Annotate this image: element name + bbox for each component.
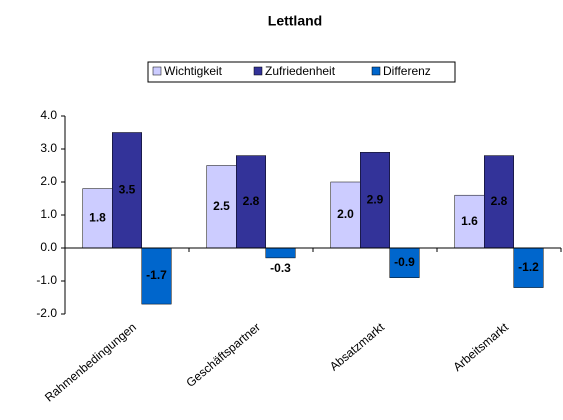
y-tick-label: 0.0: [40, 240, 57, 254]
y-tick-label: 4.0: [40, 108, 57, 122]
legend-swatch: [152, 66, 162, 76]
data-label: 3.5: [119, 182, 136, 196]
data-label: 2.0: [337, 207, 354, 221]
legend-swatch: [253, 66, 263, 76]
bar: [513, 247, 544, 288]
bar: [484, 155, 514, 249]
bar: [112, 132, 142, 249]
y-tick-label: -1.0: [36, 273, 57, 287]
bar: [360, 152, 390, 249]
data-label: -1.2: [518, 260, 539, 274]
bar: [82, 188, 113, 249]
legend-label: Wichtigkeit: [164, 64, 223, 78]
data-label: -0.3: [270, 261, 291, 275]
bar: [141, 247, 172, 305]
legend-swatch: [371, 66, 381, 76]
data-label: 2.8: [243, 194, 260, 208]
data-label: 2.9: [367, 192, 384, 206]
x-tick-label: Absatzmarkt: [327, 320, 388, 374]
data-label: -0.9: [394, 255, 415, 269]
x-tick-label: Rahmenbedingungen: [42, 320, 139, 404]
y-tick-label: 3.0: [40, 141, 57, 155]
data-label: 2.8: [491, 194, 508, 208]
data-label: 2.5: [213, 199, 230, 213]
bar: [206, 165, 237, 249]
data-label: 1.8: [89, 210, 106, 224]
bar: [454, 194, 485, 249]
legend-label: Zufriedenheit: [265, 64, 336, 78]
y-tick-label: -2.0: [36, 306, 57, 320]
legend-label: Differenz: [383, 64, 431, 78]
bar: [265, 247, 296, 259]
data-label: 1.6: [461, 214, 478, 228]
x-tick-label: Arbeitsmarkt: [450, 320, 511, 374]
y-tick-label: 2.0: [40, 174, 57, 188]
data-label: -1.7: [146, 268, 167, 282]
bar: [389, 247, 420, 278]
x-tick-label: Geschäftspartner: [183, 320, 263, 390]
chart-title: Lettland: [268, 13, 322, 29]
y-tick-label: 1.0: [40, 207, 57, 221]
legend: Wichtigkeit Zufriedenheit Differenz: [147, 61, 456, 83]
